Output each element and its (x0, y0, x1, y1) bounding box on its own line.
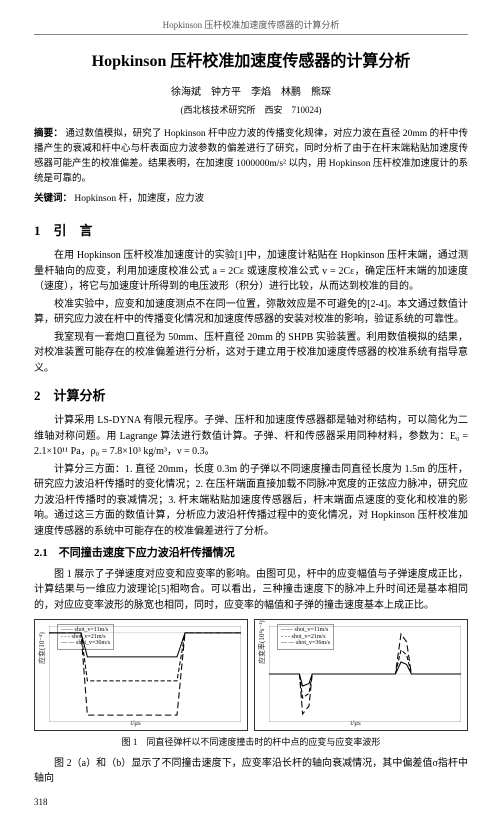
keywords-text: Hopkinson 杆，加速度，应力波 (74, 194, 204, 204)
page-number: 318 (34, 795, 468, 809)
abstract-label: 摘要： (34, 129, 63, 139)
section-2-para-2: 计算分三方面：1. 直径 20mm，长度 0.3m 的子弹以不同速度撞击同直径长… (34, 462, 468, 540)
running-header: Hopkinson 压杆校准加速度传感器的计算分析 (34, 18, 468, 35)
figure-1-right-ylabel: 应变率(10⁴s⁻¹) (257, 621, 268, 665)
figure-1-left-ylabel: 应变(10⁻⁴) (37, 632, 48, 664)
abstract-block: 摘要： 通过数值模拟，研究了 Hopkinson 杆中应力波的传播变化规律，对应… (34, 127, 468, 186)
section-1-heading: 1 引 言 (34, 221, 468, 242)
keywords-label: 关键词： (34, 194, 72, 204)
section-2-1-heading: 2.1 不同撞击速度下应力波沿杆传播情况 (34, 545, 468, 563)
paper-title: Hopkinson 压杆校准加速度传感器的计算分析 (34, 49, 468, 75)
section-1-para-3: 我室现有一套炮口直径为 50mm、压杆直径 20mm 的 SHPB 实验装置。利… (34, 330, 468, 377)
figure-1-left-plot (49, 626, 241, 722)
section-2-1-para-1: 图 1 展示了子弹速度对应变和应变率的影响。由图可见，杆中的应变幅值与子弹速度成… (34, 567, 468, 614)
section-1-para-2: 校准实验中，应变和加速度测点不在同一位置，弥散效应是不可避免的[2-4]。本文通… (34, 297, 468, 328)
abstract-text: 通过数值模拟，研究了 Hopkinson 杆中应力波的传播变化规律，对应力波在直… (34, 129, 468, 183)
keywords-block: 关键词： Hopkinson 杆，加速度，应力波 (34, 192, 468, 207)
section-1-para-1: 在用 Hopkinson 压杆校准加速度计的实验[1]中，加速度计粘贴在 Hop… (34, 248, 468, 295)
section-2-para-1: 计算采用 LS-DYNA 有限元程序。子弹、压杆和加速度传感器都是轴对称结构，可… (34, 413, 468, 460)
affiliation: (西北核技术研究所 西安 710024) (34, 103, 468, 117)
figure-1-row: —— shot_v=11m/s - - - shot_v=21m/s — — s… (34, 619, 468, 731)
authors-line: 徐海斌 钟方平 李焰 林鹏 熊琛 (34, 85, 468, 101)
page: Hopkinson 压杆校准加速度传感器的计算分析 Hopkinson 压杆校准… (0, 0, 502, 819)
section-2-heading: 2 计算分析 (34, 386, 468, 407)
figure-1-right: —— shot_v=11m/s - - - shot_v=21m/s — — s… (254, 619, 468, 731)
figure-1-left: —— shot_v=11m/s - - - shot_v=21m/s — — s… (34, 619, 248, 731)
figure-1-right-plot (269, 626, 461, 722)
figure-1-caption: 图 1 同直径弹杆以不同速度撞击时的杆中点的应变与应变率波形 (34, 735, 468, 749)
section-2-1-para-2: 图 2（a）和（b）显示了不同撞击速度下，应变率沿长杆的轴向衰减情况，其中偏差值… (34, 756, 468, 787)
